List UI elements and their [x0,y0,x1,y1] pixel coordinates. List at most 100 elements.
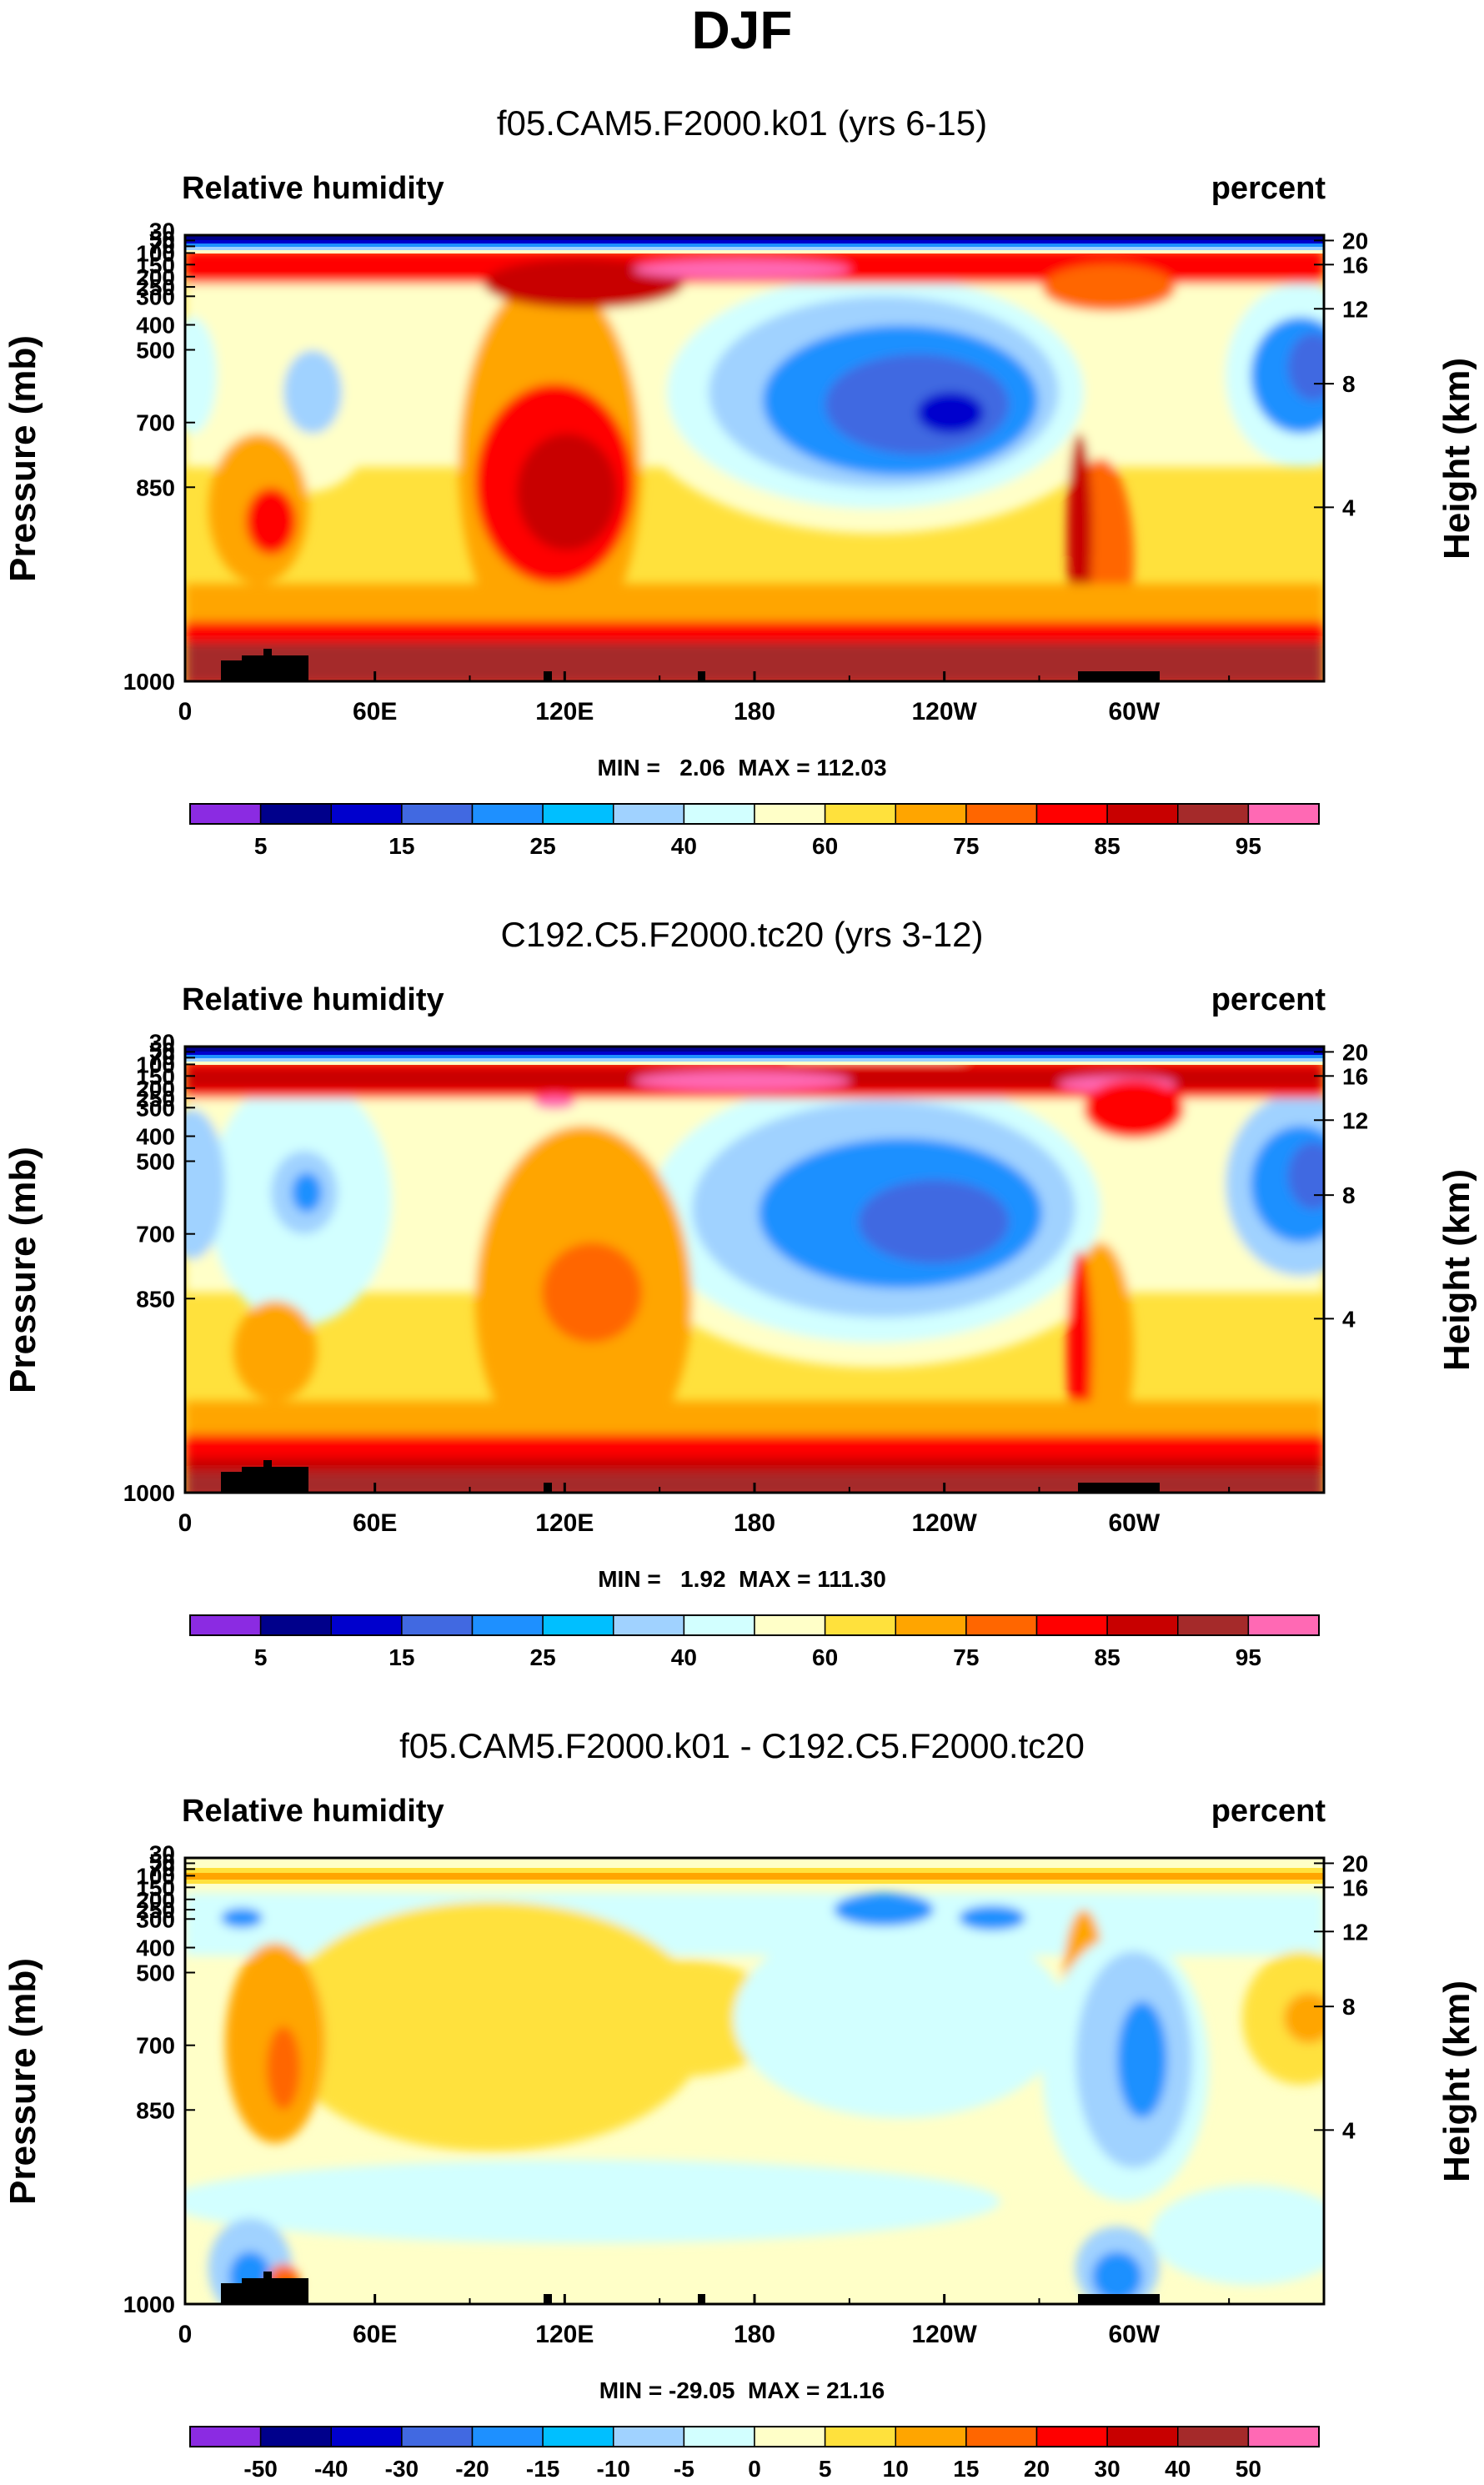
panel-3-contour-field [185,1858,1324,2304]
colorbar-swatch [1177,803,1250,825]
colorbar-swatch [683,803,755,825]
colorbar-label: 40 [671,833,697,859]
colorbar-swatch [542,803,614,825]
y-tick-label: 300 [136,284,175,309]
colorbar-swatch [259,803,332,825]
colorbar-label: -10 [597,2456,630,2481]
x-tick-label: 120E [535,698,594,725]
colorbar-frame [189,803,1320,825]
colorbar-swatch [1106,1614,1179,1636]
y-tick-label: 70 [149,1044,175,1070]
colorbar-label: 85 [1095,833,1121,859]
y-tick-label: 250 [136,274,175,300]
colorbar-swatch [824,2426,896,2447]
y-tick-label: 1000 [123,1480,175,1506]
panel-1-stats: MIN = 2.06 MAX = 112.03 [597,755,886,781]
x-tick-label: 0 [178,698,193,725]
colorbar-label: 85 [1095,1644,1121,1670]
y-tick-label: 850 [136,474,175,500]
colorbar-label: -30 [385,2456,419,2481]
colorbar-label: 5 [254,1644,268,1670]
y-tick-label: 100 [136,1863,175,1889]
colorbar-swatch [1247,803,1320,825]
panel-1-ylabel: Pressure (mb) [3,335,43,582]
y-tick-label: 850 [136,2097,175,2123]
x-tick-label: 120W [911,1509,977,1537]
panel-2-title: C192.C5.F2000.tc20 (yrs 3-12) [501,915,984,954]
land-mask [221,1460,308,1493]
colorbar-label: -40 [314,2456,348,2481]
y-tick-label: 400 [136,313,175,339]
height-tick-label: 20 [1342,228,1368,254]
colorbar-label: -50 [243,2456,277,2481]
figure-title: DJF [692,0,793,60]
y-tick-label: 700 [136,2033,175,2059]
colorbar-swatch [683,2426,755,2447]
panel-3-left-label: Relative humidity [182,1794,444,1829]
x-tick-label: 60W [1108,1509,1160,1537]
y-tick-label: 1000 [123,2292,175,2317]
colorbar-swatch [189,2426,262,2447]
colorbar-swatch [471,803,544,825]
colorbar-swatch [895,803,967,825]
colorbar-swatch [754,2426,826,2447]
y-tick-label: 200 [136,264,175,290]
colorbar-swatch [330,2426,403,2447]
land-mask [1078,1483,1160,1493]
y-tick-label: 200 [136,1076,175,1102]
panel-2-stats: MIN = 1.92 MAX = 111.30 [598,1566,886,1592]
y-tick-label: 150 [136,252,175,278]
height-tick-label: 16 [1342,252,1368,278]
panel-1-contour-field [185,235,1324,681]
panel-2-contour-field [185,1047,1324,1493]
colorbar-swatch [613,1614,685,1636]
colorbar-swatch [259,2426,332,2447]
x-tick-label: 60E [353,698,397,725]
colorbar-swatch [1106,803,1179,825]
land-mask [221,649,308,681]
height-tick-label: 12 [1342,296,1368,322]
y-tick-label: 30 [149,218,175,244]
colorbar-label: 20 [1024,2456,1050,2481]
colorbar-swatch [824,803,896,825]
y-tick-label: 100 [136,240,175,266]
colorbar-label: 0 [748,2456,761,2481]
colorbar-swatch [1247,1614,1320,1636]
y-tick-label: 70 [149,233,175,259]
x-tick-label: 60E [353,1509,397,1537]
colorbar-label: 95 [1236,1644,1261,1670]
panel-2-ylabel-right: Height (km) [1436,1169,1477,1371]
height-tick-label: 4 [1342,494,1356,520]
y-tick-label: 500 [136,1960,175,1985]
land-mask [1078,671,1160,681]
colorbar-label: 40 [671,1644,697,1670]
colorbar-swatch [1106,2426,1179,2447]
panel-1-right-label: percent [1211,171,1326,206]
height-tick-label: 12 [1342,1919,1368,1945]
y-tick-label: 500 [136,337,175,363]
y-tick-label: 300 [136,1095,175,1121]
land-mask [1078,2294,1160,2304]
colorbar-swatch [965,803,1038,825]
colorbar-swatch [1035,803,1108,825]
panel-2-ylabel: Pressure (mb) [3,1147,43,1393]
y-tick-label: 150 [136,1875,175,1900]
colorbar-label: 15 [389,833,414,859]
y-tick-label: 250 [136,1086,175,1112]
height-tick-label: 16 [1342,1875,1368,1900]
colorbar-swatch [1247,2426,1320,2447]
y-tick-label: 30 [149,1841,175,1867]
y-tick-label: 50 [149,226,175,252]
x-tick-label: 120W [911,2321,977,2348]
panel-3-stats: MIN = -29.05 MAX = 21.16 [599,2377,885,2403]
height-tick-label: 8 [1342,1182,1356,1208]
colorbar-swatch [542,2426,614,2447]
colorbar-label: 10 [883,2456,909,2481]
panel-1-title: f05.CAM5.F2000.k01 (yrs 6-15) [497,103,987,143]
land-mask [544,1483,552,1493]
colorbar-swatch [683,1614,755,1636]
x-tick-label: 120W [911,698,977,725]
x-tick-label: 60E [353,2321,397,2348]
y-tick-label: 850 [136,1286,175,1312]
y-tick-label: 400 [136,1935,175,1961]
